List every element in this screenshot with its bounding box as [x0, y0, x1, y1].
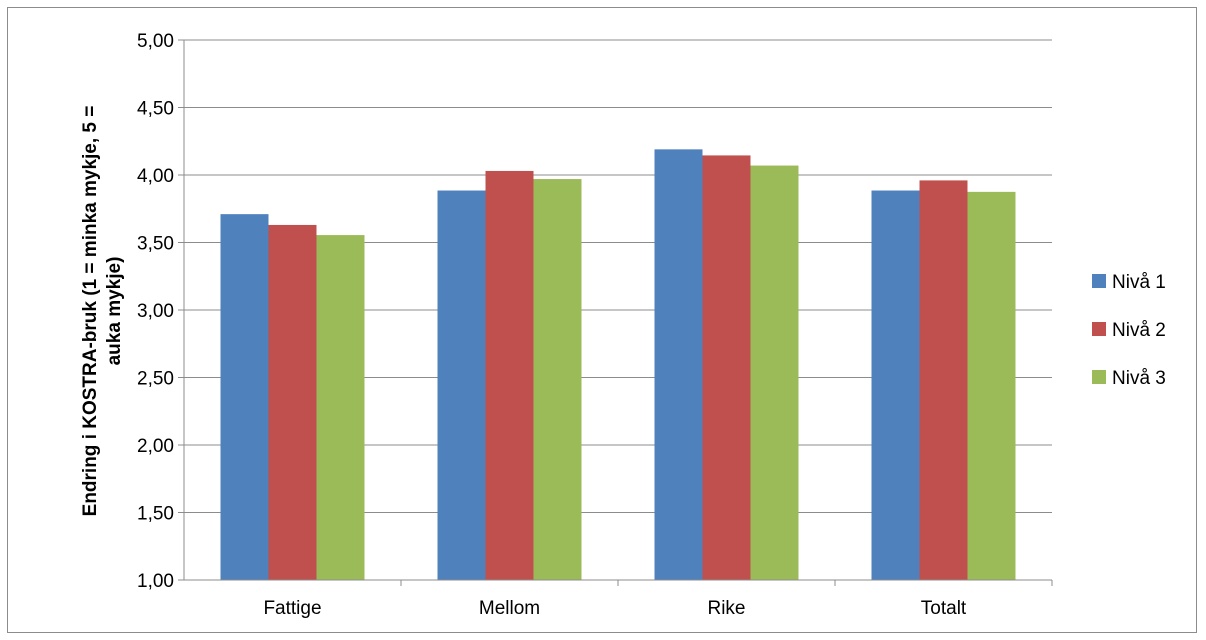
y-tick-label: 3,00 — [137, 301, 174, 322]
x-tick-label: Fattige — [263, 598, 321, 619]
bar — [220, 214, 269, 580]
y-tick-label: 1,50 — [137, 504, 174, 525]
bar — [485, 170, 534, 580]
legend: Nivå 1 Nivå 2 Nivå 3 — [1092, 272, 1166, 389]
y-axis-title: Endring i KOSTRA-bruk (1 = minka mykje, … — [80, 106, 125, 517]
legend-label: Nivå 1 — [1112, 272, 1166, 293]
bars — [220, 149, 1016, 581]
bar — [533, 179, 582, 581]
bar — [967, 191, 1016, 580]
bar — [268, 224, 317, 580]
bar — [919, 180, 968, 580]
legend-label: Nivå 2 — [1112, 320, 1166, 341]
bar — [316, 235, 365, 580]
y-tick-label: 4,50 — [137, 99, 174, 120]
y-tick-label: 5,00 — [137, 31, 174, 52]
y-tick-label: 4,00 — [137, 166, 174, 187]
bar — [750, 165, 799, 581]
legend-label: Nivå 3 — [1112, 368, 1166, 389]
legend-swatch — [1092, 274, 1106, 288]
legend-item: Nivå 2 — [1092, 320, 1166, 341]
legend-swatch — [1092, 322, 1106, 336]
y-tick-label: 2,00 — [137, 436, 174, 457]
y-tick-label: 1,00 — [137, 571, 174, 592]
bar — [702, 155, 751, 581]
y-tick-labels: 1,00 1,50 2,00 2,50 3,00 3,50 4,00 4,50 5,00 — [137, 31, 174, 592]
legend-swatch — [1092, 370, 1106, 384]
legend-item: Nivå 1 — [1092, 272, 1166, 293]
legend-item: Nivå 3 — [1092, 368, 1166, 389]
y-tick-label: 2,50 — [137, 369, 174, 390]
y-axis-title-line-2: auka mykje) — [104, 257, 125, 366]
x-tick-label: Totalt — [921, 598, 967, 619]
x-tick-labels: Fattige Mellom Rike Totalt — [263, 580, 1053, 619]
bar — [654, 149, 703, 580]
bar — [871, 190, 920, 580]
bar — [437, 190, 486, 580]
y-tick-label: 3,50 — [137, 234, 174, 255]
x-tick-label: Rike — [707, 598, 745, 619]
x-tick-label: Mellom — [479, 598, 540, 619]
y-axis-title-line-1: Endring i KOSTRA-bruk (1 = minka mykje, … — [80, 106, 101, 517]
